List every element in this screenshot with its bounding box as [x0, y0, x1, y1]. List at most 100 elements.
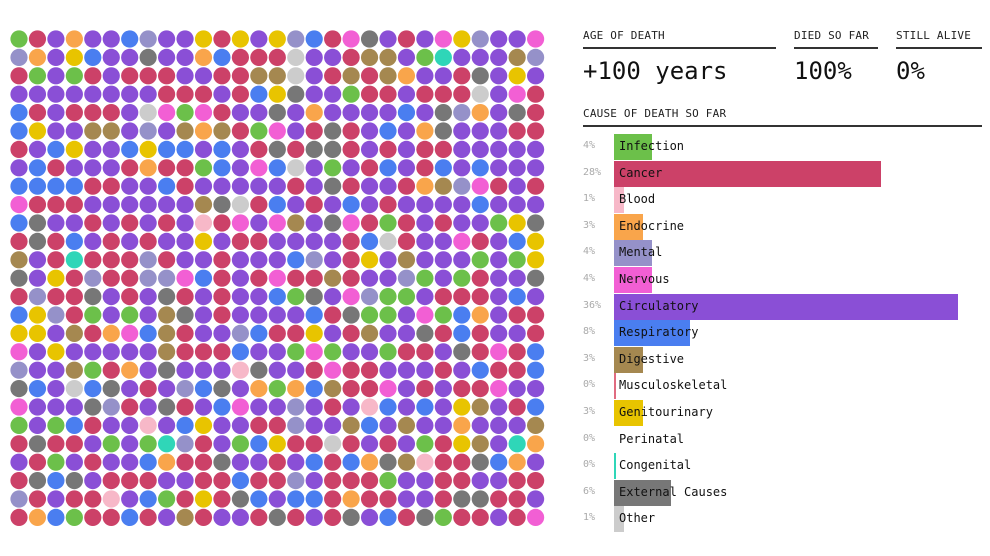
dot — [28, 508, 47, 526]
bar-value-label: 3% — [583, 352, 596, 364]
dot — [434, 196, 452, 214]
dot — [194, 269, 213, 287]
dot — [102, 140, 120, 158]
dot — [287, 177, 305, 195]
bar-row: 3% Endocrine — [583, 213, 983, 240]
dot — [194, 343, 213, 361]
dot — [360, 324, 379, 342]
dot — [527, 490, 545, 508]
dot — [158, 361, 176, 379]
dot — [84, 104, 102, 122]
dot — [305, 269, 323, 287]
dot — [102, 122, 120, 140]
dot — [527, 48, 545, 66]
dot — [47, 30, 65, 48]
dot — [490, 177, 508, 195]
dot — [360, 177, 379, 195]
dot — [379, 508, 397, 526]
dot — [65, 30, 83, 48]
dot — [379, 453, 397, 471]
dot — [305, 67, 323, 85]
dot — [194, 122, 213, 140]
dot — [28, 251, 47, 269]
dot — [379, 177, 397, 195]
dot — [471, 122, 489, 140]
dot — [102, 67, 120, 85]
dot — [176, 67, 194, 85]
dot — [176, 490, 194, 508]
dot — [65, 251, 83, 269]
dot — [527, 288, 545, 306]
dot — [324, 30, 342, 48]
dot — [360, 490, 379, 508]
dot — [453, 361, 471, 379]
dot — [287, 435, 305, 453]
dot — [287, 490, 305, 508]
dot — [47, 361, 65, 379]
bar-value-label: 4% — [583, 273, 596, 284]
dot — [47, 288, 65, 306]
dot — [324, 140, 342, 158]
age-of-death-value: +100 years — [583, 57, 728, 85]
dot — [213, 30, 231, 48]
dot — [360, 380, 379, 398]
dot — [416, 453, 434, 471]
dot — [213, 232, 231, 250]
dot — [231, 30, 249, 48]
dot — [453, 85, 471, 103]
dot — [65, 343, 83, 361]
bar-value-label: 0% — [583, 459, 596, 471]
dot — [65, 398, 83, 416]
dot — [508, 508, 526, 526]
dot — [158, 67, 176, 85]
dot — [84, 159, 102, 177]
dot — [158, 232, 176, 250]
dot — [47, 104, 65, 122]
dot — [360, 122, 379, 140]
dot — [10, 435, 28, 453]
dot — [527, 398, 545, 416]
dot — [490, 380, 508, 398]
dot — [47, 343, 65, 361]
dot — [121, 177, 139, 195]
dot — [508, 30, 526, 48]
bar-row: 28% Cancer — [583, 160, 983, 187]
dot — [305, 104, 323, 122]
dot — [342, 177, 360, 195]
dot — [139, 232, 157, 250]
dot — [305, 435, 323, 453]
dot — [158, 48, 176, 66]
dot — [453, 159, 471, 177]
dot — [305, 398, 323, 416]
dot — [453, 453, 471, 471]
dot — [47, 232, 65, 250]
dot — [176, 104, 194, 122]
dot — [102, 324, 120, 342]
dot — [360, 306, 379, 324]
dot — [527, 435, 545, 453]
dot — [176, 306, 194, 324]
dot — [416, 85, 434, 103]
dot — [471, 324, 489, 342]
dot — [139, 85, 157, 103]
dot — [360, 472, 379, 490]
dot — [342, 251, 360, 269]
dot — [250, 140, 268, 158]
dot — [10, 508, 28, 526]
dot — [65, 122, 83, 140]
dot — [158, 508, 176, 526]
dot — [508, 361, 526, 379]
dot — [84, 214, 102, 232]
dot-grid — [10, 30, 545, 526]
dot — [102, 251, 120, 269]
dot — [65, 361, 83, 379]
dot — [527, 232, 545, 250]
dot — [490, 398, 508, 416]
dot — [527, 361, 545, 379]
dot — [268, 380, 286, 398]
dot — [305, 214, 323, 232]
dot — [139, 159, 157, 177]
dot — [194, 67, 213, 85]
dot — [194, 104, 213, 122]
dot — [176, 288, 194, 306]
